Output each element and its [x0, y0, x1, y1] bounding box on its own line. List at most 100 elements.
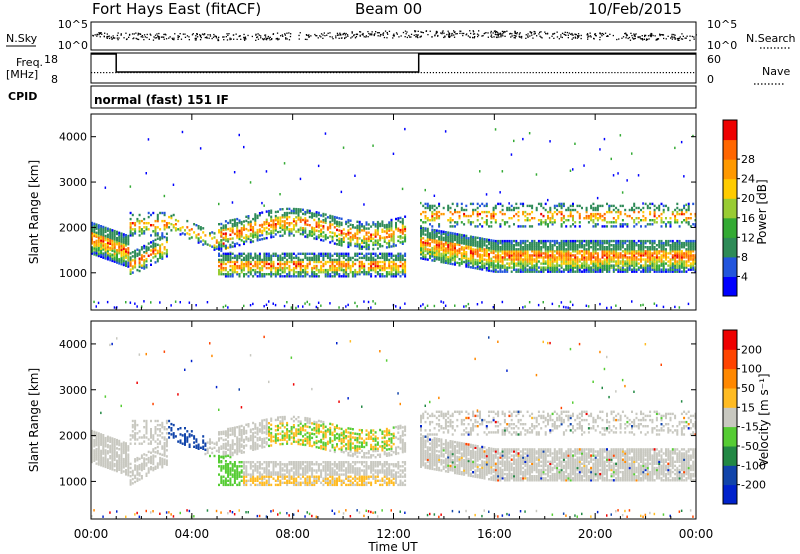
power-cell: [426, 233, 429, 237]
power-cell: [91, 221, 93, 225]
power-cell: [619, 204, 622, 208]
power-cell: [610, 210, 613, 214]
power-cell: [295, 207, 298, 211]
power-cell: [508, 256, 511, 259]
power-cell: [356, 273, 359, 276]
power-cell: [494, 254, 497, 257]
power-cell: [106, 300, 109, 304]
noise-point: [359, 34, 361, 36]
power-cell: [542, 260, 545, 263]
power-cell: [469, 262, 472, 265]
power-cell: [329, 231, 332, 234]
power-cell: [193, 223, 196, 226]
noise-point: [678, 39, 680, 41]
power-cell: [601, 270, 604, 273]
power-cell: [447, 219, 450, 222]
noise-point: [278, 38, 280, 40]
power-cell: [349, 231, 352, 235]
power-cell: [243, 266, 245, 270]
power-cell: [465, 244, 468, 248]
power-cell: [660, 212, 663, 216]
noise-point: [125, 38, 128, 41]
noise-point: [594, 33, 597, 35]
power-cell: [274, 254, 277, 257]
power-cell: [488, 246, 490, 250]
noise-point: [171, 37, 173, 39]
power-cell: [165, 224, 168, 227]
power-cell: [592, 244, 595, 247]
power-cell: [449, 231, 452, 235]
power-cell: [585, 244, 588, 247]
power-cell: [619, 248, 622, 251]
noise-point: [564, 34, 566, 36]
power-cell: [374, 239, 377, 242]
power-cell: [594, 264, 597, 267]
power-cell: [372, 221, 375, 224]
noise-point: [329, 36, 331, 38]
power-cell: [447, 204, 450, 208]
noise-point: [441, 33, 443, 35]
noise-point: [594, 33, 596, 35]
power-cell: [485, 252, 488, 256]
power-cell: [606, 256, 608, 259]
power-cell: [106, 247, 109, 251]
power-cell: [667, 252, 670, 255]
power-cell: [265, 303, 268, 306]
power-cell: [522, 252, 525, 255]
power-cell: [610, 204, 613, 208]
power-cell: [279, 220, 282, 223]
power-cell: [93, 243, 96, 246]
nave-point: [608, 72, 610, 74]
power-cell: [651, 248, 654, 251]
power-cell: [537, 246, 540, 249]
noise-point: [630, 32, 632, 34]
power-cell: [542, 239, 545, 243]
power-cell: [449, 235, 452, 239]
power-cell: [152, 224, 155, 227]
noise-point: [288, 32, 290, 34]
noise-point: [236, 38, 238, 40]
power-cell: [490, 221, 493, 224]
noise-point: [568, 32, 570, 34]
power-cell: [513, 139, 515, 143]
power-cell: [467, 245, 470, 248]
power-cell: [667, 208, 670, 212]
power-cell: [304, 302, 306, 305]
power-cell: [556, 204, 559, 208]
power-cell: [116, 243, 118, 246]
power-cell: [646, 239, 649, 243]
power-cell: [454, 221, 456, 224]
power-cell: [286, 260, 289, 264]
power-cell: [574, 266, 577, 269]
power-cell: [91, 223, 93, 227]
power-cell: [381, 236, 384, 240]
power-cell: [635, 270, 638, 273]
power-cell: [606, 270, 608, 273]
power-cell: [637, 258, 640, 261]
power-cell: [197, 237, 200, 240]
power-cell: [395, 217, 397, 221]
power-cell: [540, 270, 543, 273]
power-cell: [424, 253, 427, 257]
power-cell: [572, 303, 574, 307]
power-cell: [231, 264, 234, 268]
power-cell: [519, 225, 522, 228]
power-cell: [460, 252, 463, 255]
noise-point: [654, 35, 656, 37]
power-cell: [572, 268, 574, 271]
power-cell: [102, 238, 105, 241]
power-cell: [542, 246, 545, 249]
power-cell: [120, 250, 123, 254]
power-cell: [644, 241, 647, 245]
nave-point: [429, 72, 431, 74]
power-cell: [129, 258, 132, 261]
power-cell: [506, 254, 509, 257]
power-cell: [560, 241, 563, 245]
power-cell: [649, 246, 652, 249]
power-cell: [311, 271, 314, 274]
noise-point: [506, 30, 508, 32]
noise-point: [282, 35, 284, 37]
noise-point: [339, 32, 341, 34]
power-cell: [424, 188, 426, 192]
power-cell: [431, 206, 434, 210]
